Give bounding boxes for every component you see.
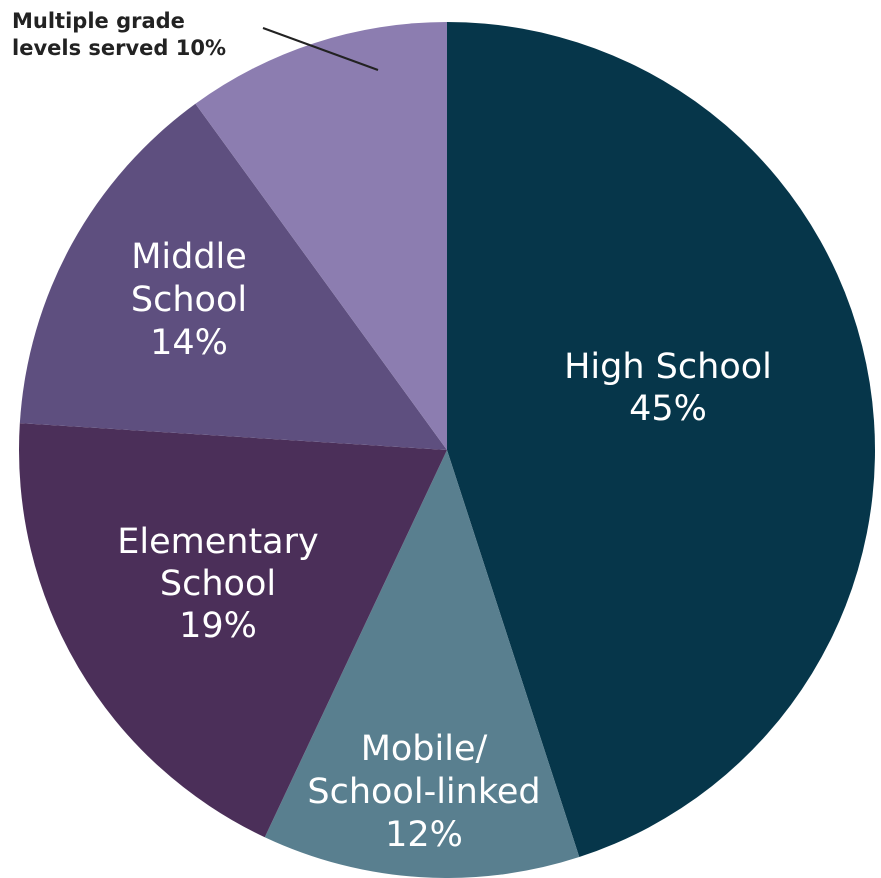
slice-label-line: Mobile/ (361, 729, 488, 769)
slice-label-line: levels served 10% (12, 36, 226, 60)
slice-callout-label: Multiple grade levels served 10% (12, 9, 226, 60)
pie-slices (18, 21, 875, 878)
slice-label-line: School (131, 280, 247, 320)
slice-label: High School 45% (564, 347, 772, 429)
pie-labels: High School 45% Mobile/School-linked 12% Ele… (12, 9, 772, 855)
slice-label-line: 14% (150, 323, 228, 363)
slice-label-line: 19% (179, 606, 257, 646)
slice-label-line: School-linked (307, 772, 540, 812)
slice-label: Elementary School 19% (117, 522, 318, 646)
slice-label-line: Middle (131, 237, 247, 277)
slice-label-line: 45% (629, 389, 707, 429)
pie-slice (264, 450, 580, 878)
slice-label: Mobile/School-linked 12% (307, 729, 540, 855)
slice-label-line: 12% (385, 815, 463, 855)
slice-label-line: Multiple grade (12, 9, 185, 33)
callout-leader-line (262, 27, 379, 71)
slice-label-line: Elementary (117, 522, 318, 562)
pie-slice (19, 103, 447, 450)
pie-slice (18, 423, 447, 838)
slice-label: Middle School 14% (131, 237, 247, 363)
pie-slice (195, 21, 447, 450)
slice-label-line: School (160, 564, 276, 604)
pie-slice (447, 22, 875, 858)
slice-label-line: High School (564, 347, 772, 387)
